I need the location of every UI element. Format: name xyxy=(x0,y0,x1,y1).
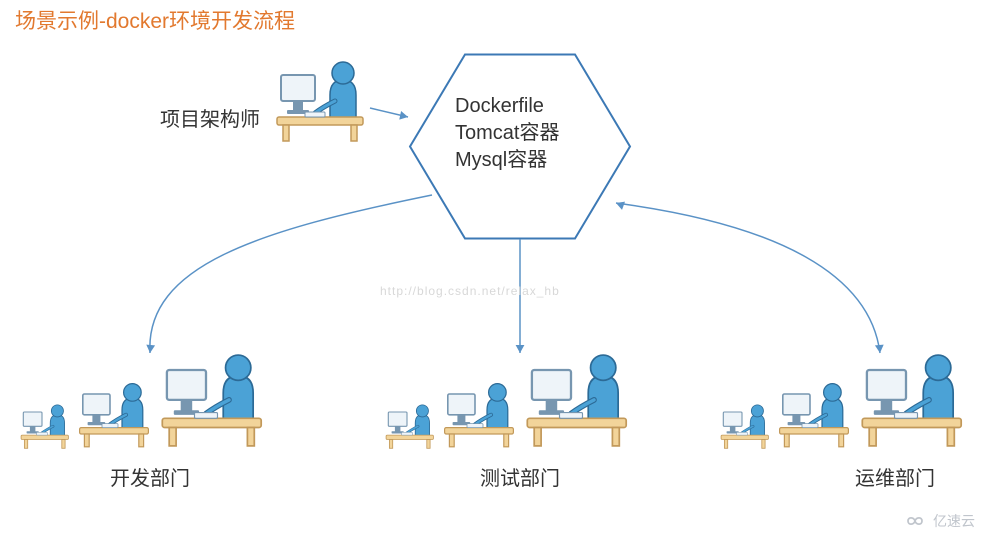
footer-logo: 亿速云 xyxy=(901,511,975,531)
architect-label: 项目架构师 xyxy=(160,103,260,132)
person-icon xyxy=(720,401,770,456)
hex-line-1: Dockerfile xyxy=(455,93,559,120)
dev-dept-label: 开发部门 xyxy=(110,462,190,491)
person-icon xyxy=(525,347,629,456)
hex-line-2: Tomcat容器 xyxy=(455,120,559,147)
hexagon-label: Dockerfile Tomcat容器 Mysql容器 xyxy=(455,93,559,174)
test-dept-label: 测试部门 xyxy=(480,462,560,491)
test-dept-group xyxy=(385,350,665,460)
person-icon xyxy=(443,378,515,455)
infinity-icon xyxy=(901,512,929,530)
hex-line-3: Mysql容器 xyxy=(455,147,559,174)
dev-dept-group xyxy=(20,350,300,460)
ops-dept-group xyxy=(720,350,995,460)
person-icon xyxy=(160,347,264,456)
person-icon xyxy=(778,378,850,455)
person-icon xyxy=(20,401,70,456)
person-icon xyxy=(78,378,150,455)
watermark: http://blog.csdn.net/relax_hb xyxy=(380,284,560,298)
person-icon xyxy=(860,347,964,456)
ops-dept-label: 运维部门 xyxy=(855,462,935,491)
person-icon xyxy=(385,401,435,456)
footer-logo-text: 亿速云 xyxy=(933,511,975,531)
architect-icon xyxy=(275,55,365,150)
